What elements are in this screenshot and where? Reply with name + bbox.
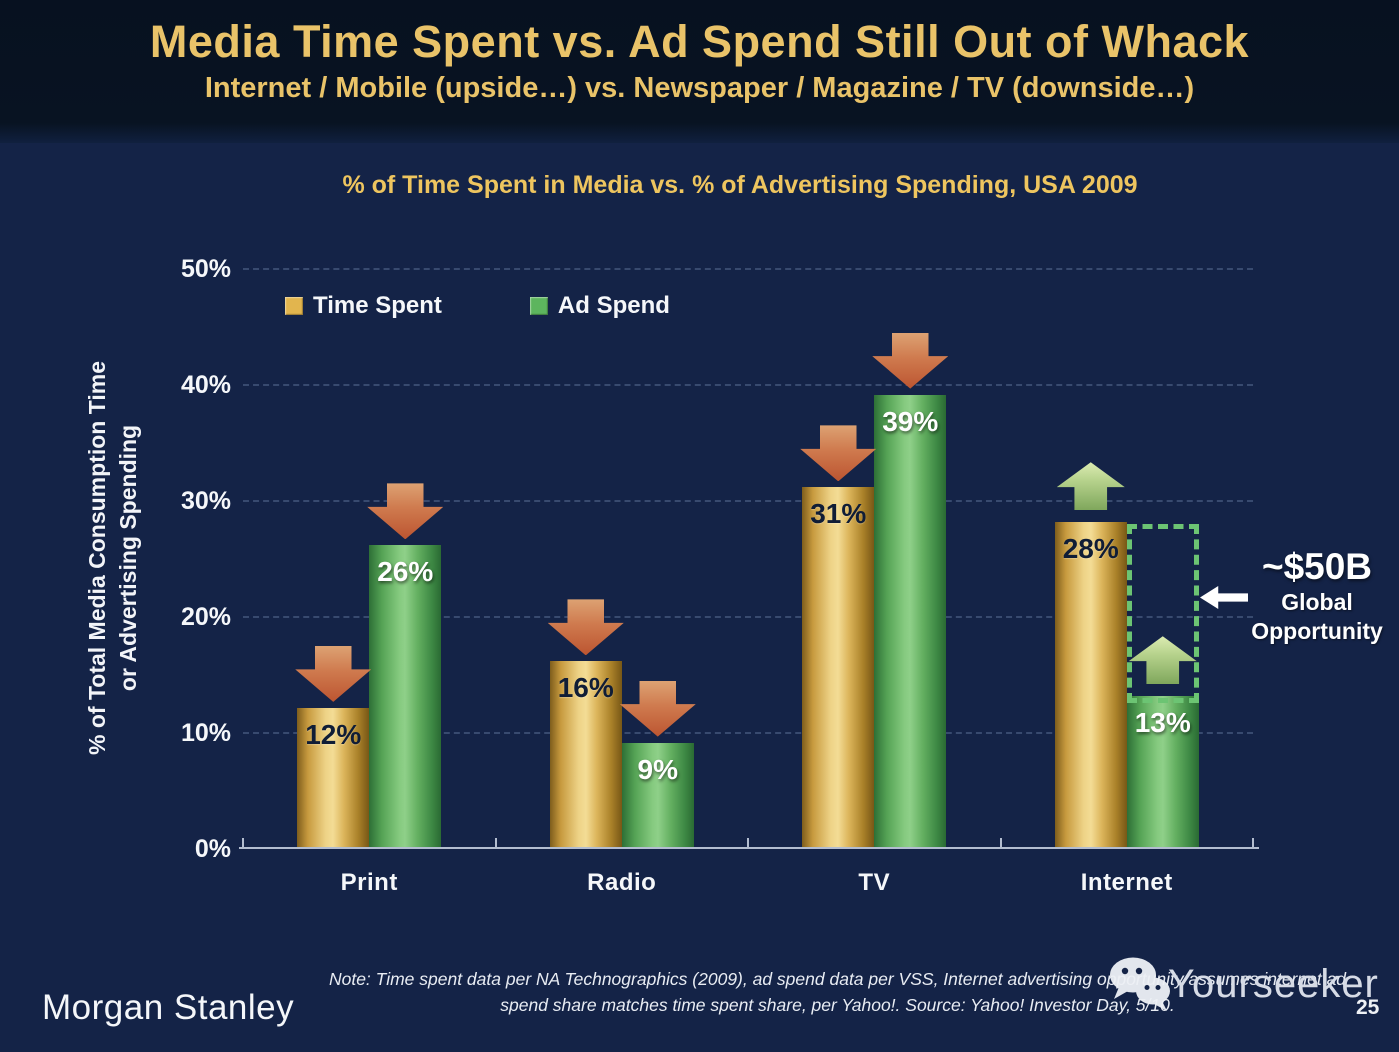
y-tick-label-10: 10% [180, 719, 231, 747]
bar-time-spent-internet [1054, 522, 1127, 847]
category-label-radio: Radio [587, 869, 657, 896]
wechat-icon [1110, 957, 1170, 1011]
bar-time-spent-tv [802, 487, 875, 847]
y-tick-label-30: 30% [180, 487, 231, 515]
opportunity-label-line1: Global [1281, 589, 1353, 615]
x-axis-tick-3 [999, 838, 1002, 848]
legend-label-time-spent: Time Spent [313, 292, 442, 319]
page-subtitle: Internet / Mobile (upside…) vs. Newspape… [204, 72, 1195, 104]
x-axis-tick-2 [747, 838, 749, 848]
opportunity-value: ~$50B [1261, 546, 1373, 587]
y-axis-title: % of Total Media Consumption Time or Adv… [82, 248, 144, 868]
bar-value-label-radio-time-spent: 16% [557, 672, 614, 704]
bar-value-label-internet-ad-spend: 13% [1134, 707, 1191, 739]
bar-value-label-print-ad-spend: 26% [377, 556, 434, 588]
x-axis-line [239, 847, 1259, 849]
bar-time-spent-radio [549, 661, 622, 847]
down-arrow-icon-print-time-spent [295, 645, 372, 702]
footnote-line1: Note: Time spent data per NA Technograph… [328, 969, 1347, 989]
down-arrow-icon-tv-time-spent [800, 425, 877, 482]
x-axis-tick-4 [1252, 838, 1254, 848]
bar-value-label-tv-time-spent: 31% [810, 498, 867, 530]
y-axis-title-line1: % of Total Media Consumption Time [83, 361, 110, 755]
legend-item-ad-spend: Ad Spend [529, 292, 670, 320]
bar-value-label-internet-time-spent: 28% [1062, 533, 1119, 565]
down-arrow-icon-print-ad-spend [367, 483, 444, 540]
opportunity-label-line2: Opportunity [1251, 617, 1383, 644]
x-axis-tick-0 [242, 838, 244, 848]
page-number: 25 [1356, 996, 1380, 1019]
gridline-20 [243, 616, 1253, 618]
footnote: Note: Time spent data per NA Technograph… [310, 966, 1365, 1019]
down-arrow-icon-radio-ad-spend [619, 680, 696, 737]
y-tick-label-0: 0% [194, 835, 231, 863]
watermark: Yourseeker [1108, 956, 1379, 1012]
watermark-text: Yourseeker [1168, 961, 1379, 1006]
bar-ad-spend-internet [1126, 696, 1199, 847]
category-label-tv: TV [858, 869, 891, 896]
category-label-print: Print [340, 869, 398, 896]
y-tick-label-40: 40% [180, 371, 231, 399]
time-spent-swatch-icon [285, 297, 303, 315]
opportunity-rect [1126, 524, 1199, 704]
up-arrow-icon-internet-time-spent [1056, 462, 1125, 511]
y-tick-label-50: 50% [180, 255, 231, 283]
gridline-10 [243, 732, 1253, 734]
y-tick-label-20: 20% [180, 603, 231, 631]
bar-ad-spend-tv [874, 394, 947, 847]
bar-ad-spend-print [369, 545, 442, 847]
bar-value-label-tv-ad-spend: 39% [882, 405, 939, 437]
legend-item-time-spent: Time Spent [285, 292, 442, 320]
legend-label-ad-spend: Ad Spend [557, 292, 670, 319]
down-arrow-icon-tv-ad-spend [872, 332, 949, 389]
gridline-30 [243, 500, 1253, 502]
bar-ad-spend-radio [621, 742, 694, 847]
y-axis-title-line2: or Advertising Spending [115, 424, 141, 692]
header-band: Media Time Spent vs. Ad Spend Still Out … [0, 0, 1399, 143]
chart-title: % of Time Spent in Media vs. % of Advert… [342, 171, 1138, 199]
ad-spend-swatch-icon [529, 297, 548, 315]
gridline-50 [243, 268, 1253, 270]
category-label-internet: Internet [1080, 869, 1173, 896]
bar-value-label-print-time-spent: 12% [305, 718, 362, 750]
x-axis-tick-1 [494, 838, 497, 848]
plot-area: 0% 10% 20% 30% 40% 50% Print Radio TV Internet 12%… [181, 255, 1259, 896]
morgan-stanley-logo: Morgan Stanley [42, 988, 295, 1027]
opportunity-annotation: ~$50B Global Opportunity [1237, 546, 1397, 646]
chart-legend: Time Spent Ad Spend [285, 292, 758, 320]
gridline-40 [243, 384, 1253, 386]
down-arrow-icon-radio-time-spent [547, 599, 624, 656]
footnote-line2: spend share matches time spent share, pe… [500, 995, 1175, 1016]
bar-value-label-radio-ad-spend: 9% [637, 753, 678, 785]
bar-time-spent-print [297, 707, 370, 847]
page-title: Media Time Spent vs. Ad Spend Still Out … [149, 16, 1250, 67]
